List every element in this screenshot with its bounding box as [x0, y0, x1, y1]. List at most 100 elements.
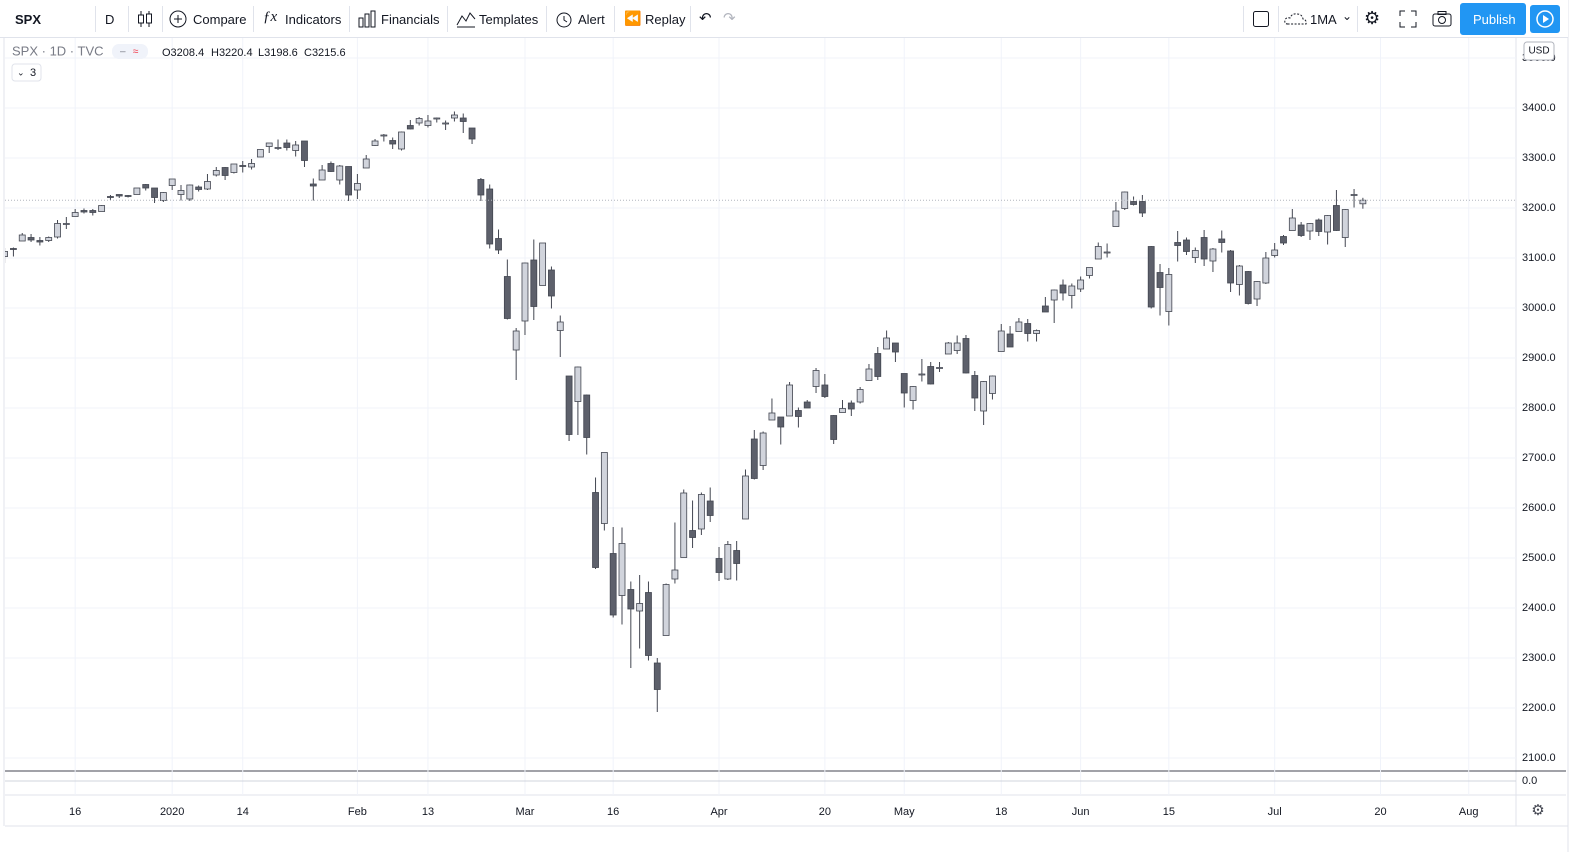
templates[interactable]: Templates — [479, 12, 539, 27]
candle-body — [1280, 236, 1287, 244]
y-tick-label: 2100.0 — [1522, 752, 1556, 764]
candle-body — [1059, 284, 1067, 294]
layout[interactable]: 1MA — [1310, 12, 1337, 27]
compare-icon[interactable] — [169, 10, 187, 28]
candle-body — [847, 402, 855, 410]
candle-body — [1209, 248, 1217, 262]
y-tick-label: 2800.0 — [1522, 402, 1556, 414]
x-tick-label: 14 — [237, 806, 249, 818]
candle-body — [618, 543, 626, 596]
candle-body — [1288, 217, 1296, 231]
play-button[interactable] — [1530, 5, 1560, 33]
select-icon[interactable] — [1252, 10, 1270, 28]
financials[interactable]: Financials — [381, 12, 440, 27]
candle-body — [742, 475, 749, 520]
layout-icon[interactable] — [1284, 12, 1308, 26]
x-tick-label: 16 — [69, 806, 81, 818]
publish-button[interactable]: Publish — [1460, 3, 1526, 35]
candle-body — [221, 167, 229, 176]
x-tick-label: May — [894, 806, 915, 818]
candle-body — [1068, 285, 1076, 296]
candle-body — [380, 134, 388, 137]
candle-body — [565, 375, 573, 435]
alert[interactable]: Alert — [578, 12, 605, 27]
publish: Publish — [1473, 12, 1516, 27]
redo[interactable]: ↷ — [723, 10, 736, 27]
currency-box[interactable] — [1523, 41, 1555, 61]
snapshot-icon[interactable] — [1432, 10, 1452, 28]
x-tick-label: 18 — [995, 806, 1007, 818]
candle-body — [627, 589, 635, 610]
settings-icon[interactable]: ⚙ — [1531, 802, 1544, 819]
candle-body — [248, 163, 255, 168]
candle-body — [821, 384, 829, 397]
legend-open: O3208.4 — [162, 47, 204, 59]
symbol-search[interactable]: SPX — [15, 12, 42, 27]
candle-body — [795, 410, 802, 417]
candle-body — [362, 158, 370, 169]
candle-body — [239, 165, 247, 167]
candle-body — [733, 550, 741, 564]
candle-body — [1024, 323, 1032, 334]
candle-body — [1244, 271, 1252, 304]
x-tick-label: Jun — [1072, 806, 1090, 818]
candle-body — [1227, 250, 1234, 284]
candle-body — [133, 187, 141, 195]
currency: USD — [1528, 46, 1549, 57]
candle-body — [18, 234, 26, 242]
layout-chevron[interactable]: ⌄ — [1342, 9, 1353, 23]
candle-body — [918, 373, 926, 376]
indicators-toggle[interactable] — [11, 63, 42, 82]
legend-low: L3198.6 — [258, 47, 298, 59]
y-tick-label: 2300.0 — [1522, 652, 1556, 664]
replay-icon[interactable]: ⏪ — [624, 10, 642, 26]
compare[interactable]: Compare — [193, 12, 247, 27]
fullscreen-icon[interactable] — [1399, 10, 1417, 28]
candle-body — [989, 375, 996, 394]
candle-body — [874, 353, 882, 377]
x-tick-label: Aug — [1459, 806, 1479, 818]
candle-body — [503, 276, 511, 319]
candle-body — [27, 237, 35, 241]
candle-body — [301, 140, 308, 161]
replay[interactable]: Replay — [645, 12, 686, 27]
undo[interactable]: ↶ — [699, 10, 712, 27]
candle-body — [71, 212, 79, 217]
candle-body — [477, 179, 485, 196]
candle-body — [10, 248, 17, 250]
candle-body — [636, 603, 644, 612]
settings[interactable]: ⚙ — [1364, 8, 1381, 28]
candle-body — [539, 242, 547, 286]
y-tick-label: 2600.0 — [1522, 502, 1556, 514]
financials-icon[interactable] — [358, 10, 376, 28]
x-tick-label: 20 — [819, 806, 831, 818]
indicators[interactable]: Indicators — [285, 12, 342, 27]
y-tick-label: 3200.0 — [1522, 202, 1556, 214]
candle-body — [997, 330, 1005, 352]
candle-body — [486, 188, 494, 245]
candle-body — [548, 269, 555, 297]
chart-type-icon[interactable] — [137, 10, 153, 28]
y-tick-label: 3100.0 — [1522, 252, 1556, 264]
candle-body — [459, 117, 467, 122]
candle-body — [680, 492, 688, 558]
candle-body — [944, 342, 952, 355]
candle-body — [839, 408, 846, 413]
candle-body — [1341, 209, 1349, 238]
candle-body — [936, 367, 943, 369]
indicator-tick-label: 0.0 — [1522, 775, 1537, 787]
candle-body — [1094, 246, 1102, 260]
candle-body — [1050, 289, 1058, 301]
candle-body — [1138, 201, 1146, 214]
interval[interactable]: D — [105, 12, 115, 27]
y-tick-label: 2200.0 — [1522, 702, 1556, 714]
candle-body — [706, 500, 714, 516]
templates-icon[interactable] — [456, 10, 476, 28]
candle-body — [1191, 250, 1199, 258]
candle-body — [1183, 239, 1190, 252]
y-tick-label: 2900.0 — [1522, 352, 1556, 364]
indicators-icon[interactable]: ƒx — [263, 9, 278, 25]
candle-body — [89, 210, 97, 213]
alert-icon[interactable] — [555, 10, 573, 28]
candle-body — [98, 205, 106, 212]
